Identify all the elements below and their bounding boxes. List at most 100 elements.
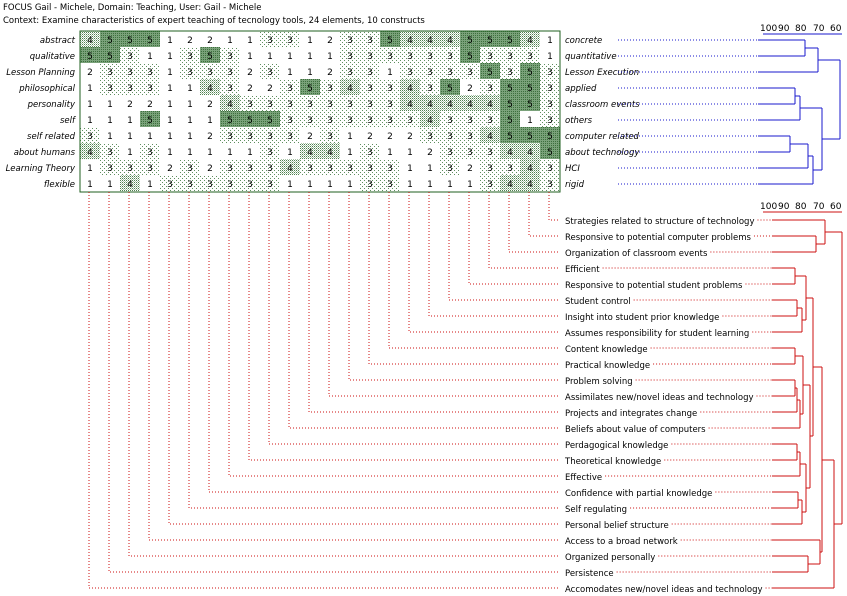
- rating-value: 2: [167, 164, 173, 174]
- rating-value: 2: [147, 100, 153, 110]
- rating-value: 3: [507, 164, 513, 174]
- rating-cell-shade: [120, 31, 140, 47]
- rating-cell-shade: [120, 79, 140, 95]
- rating-cell-shade: [260, 175, 280, 191]
- element-leader-lines: [88, 192, 772, 589]
- rating-value: 5: [527, 84, 533, 94]
- rating-cell-shade: [520, 31, 540, 47]
- rating-cell-shade: [540, 159, 560, 175]
- rating-value: 3: [227, 164, 233, 174]
- rating-value: 5: [507, 84, 513, 94]
- rating-cell-shade: [100, 79, 120, 95]
- rating-value: 3: [487, 180, 493, 190]
- rating-value: 3: [187, 164, 193, 174]
- rating-value: 5: [207, 52, 213, 62]
- rating-value: 3: [147, 148, 153, 158]
- rating-cell-shade: [300, 79, 320, 95]
- rating-value: 5: [247, 116, 253, 126]
- rating-value: 3: [127, 164, 133, 174]
- rating-cell-shade: [500, 47, 520, 63]
- construct-cluster-tree: [758, 39, 841, 185]
- rating-cell-shade: [440, 31, 460, 47]
- rating-cell-shade: [200, 79, 220, 95]
- rating-value: 1: [87, 116, 93, 126]
- rating-value: 1: [427, 180, 433, 190]
- rating-cell-shade: [280, 95, 300, 111]
- rating-cell-shade: [120, 175, 140, 191]
- rating-cell-shade: [360, 79, 380, 95]
- rating-value: 3: [267, 164, 273, 174]
- rating-value: 5: [387, 36, 393, 46]
- rating-cell-shade: [440, 143, 460, 159]
- rating-value: 5: [547, 148, 553, 158]
- rating-value: 1: [307, 36, 313, 46]
- construct-right-pole: others: [565, 116, 593, 126]
- rating-cell-shade: [120, 63, 140, 79]
- element-leader-line: [428, 192, 560, 317]
- rating-cell-shade: [220, 95, 240, 111]
- construct-left-pole: qualitative: [30, 52, 75, 62]
- rating-value: 3: [287, 36, 293, 46]
- rating-cell-shade: [500, 159, 520, 175]
- rating-cell-shade: [380, 79, 400, 95]
- rating-value: 3: [267, 132, 273, 142]
- rating-value: 5: [307, 84, 313, 94]
- rating-value: 3: [407, 52, 413, 62]
- element-scale-60: 60: [830, 202, 842, 212]
- rating-value: 1: [127, 148, 133, 158]
- rating-value: 2: [187, 36, 193, 46]
- rating-value: 3: [107, 148, 113, 158]
- rating-cell-shade: [280, 31, 300, 47]
- rating-cell-shade: [240, 127, 260, 143]
- rating-value: 3: [127, 84, 133, 94]
- rating-cell-shade: [540, 175, 560, 191]
- element-label: Strategies related to structure of techn…: [565, 217, 754, 227]
- rating-value: 5: [507, 100, 513, 110]
- rating-value: 3: [427, 84, 433, 94]
- rating-cell-shade: [440, 63, 460, 79]
- element-label: Theoretical knowledge: [564, 457, 661, 467]
- rating-value: 3: [367, 148, 373, 158]
- rating-cell-shade: [100, 63, 120, 79]
- element-leader-line: [208, 192, 560, 493]
- element-label: Content knowledge: [565, 345, 648, 355]
- rating-cell-shade: [380, 31, 400, 47]
- rating-value: 1: [187, 116, 193, 126]
- rating-grid-border: [79, 30, 561, 193]
- rating-cell-shade: [360, 143, 380, 159]
- element-similarity-scale: 100 90 80 70 60: [760, 202, 842, 213]
- rating-value: 3: [227, 52, 233, 62]
- rating-value: 2: [207, 164, 213, 174]
- rating-value: 5: [507, 116, 513, 126]
- rating-value: 1: [87, 180, 93, 190]
- rating-cell-shade: [400, 79, 420, 95]
- rating-value: 1: [327, 180, 333, 190]
- rating-cell-shade: [520, 95, 540, 111]
- element-label: Insight into student prior knowledge: [565, 313, 719, 323]
- rating-value: 3: [547, 68, 553, 78]
- rating-value: 3: [447, 68, 453, 78]
- rating-cell-shade: [260, 31, 280, 47]
- rating-cell-shade: [320, 79, 340, 95]
- construct-left-pole: philosophical: [18, 84, 75, 94]
- rating-cell-shade: [460, 31, 480, 47]
- rating-cell-shade: [440, 111, 460, 127]
- rating-value: 3: [247, 132, 253, 142]
- rating-cell-shade: [240, 111, 260, 127]
- rating-value: 3: [307, 116, 313, 126]
- rating-cell-shade: [300, 159, 320, 175]
- rating-value: 4: [407, 100, 413, 110]
- rating-cell-shade: [260, 127, 280, 143]
- rating-value: 4: [527, 180, 533, 190]
- rating-value: 3: [387, 84, 393, 94]
- rating-cell-shade: [80, 143, 100, 159]
- rating-value: 3: [147, 68, 153, 78]
- rating-cell-shade: [460, 63, 480, 79]
- rating-value: 3: [347, 100, 353, 110]
- rating-value: 1: [407, 148, 413, 158]
- rating-cell-shade: [280, 111, 300, 127]
- rating-cell-shade: [180, 63, 200, 79]
- rating-cell-shade: [140, 63, 160, 79]
- rating-value: 3: [327, 164, 333, 174]
- element-leader-line: [328, 192, 560, 397]
